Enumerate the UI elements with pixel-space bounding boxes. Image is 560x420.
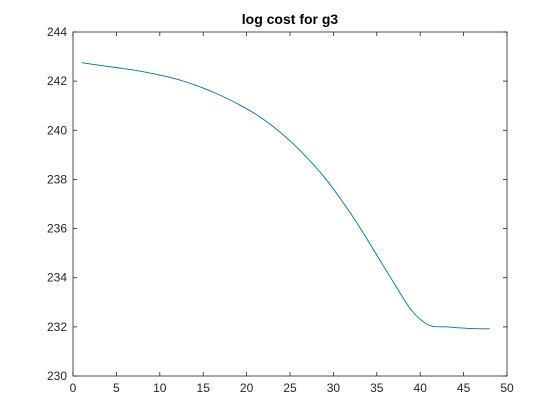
y-tick-label: 234	[47, 271, 67, 285]
plot-area	[73, 32, 507, 376]
x-tick-label: 5	[113, 381, 120, 395]
x-tick-label: 50	[500, 381, 514, 395]
y-tick-label: 232	[47, 320, 67, 334]
x-tick-label: 0	[70, 381, 77, 395]
x-tick-label: 30	[327, 381, 341, 395]
y-tick-label: 236	[47, 222, 67, 236]
y-tick-label: 242	[47, 74, 67, 88]
x-tick-label: 15	[197, 381, 211, 395]
x-tick-label: 20	[240, 381, 254, 395]
y-tick-label: 230	[47, 369, 67, 383]
x-tick-label: 10	[153, 381, 167, 395]
x-tick-label: 40	[414, 381, 428, 395]
y-tick-label: 244	[47, 25, 67, 39]
x-tick-label: 35	[370, 381, 384, 395]
chart-title: log cost for g3	[242, 11, 339, 27]
x-tick-label: 25	[283, 381, 297, 395]
y-tick-label: 240	[47, 123, 67, 137]
x-tick-label: 45	[457, 381, 471, 395]
y-tick-label: 238	[47, 172, 67, 186]
